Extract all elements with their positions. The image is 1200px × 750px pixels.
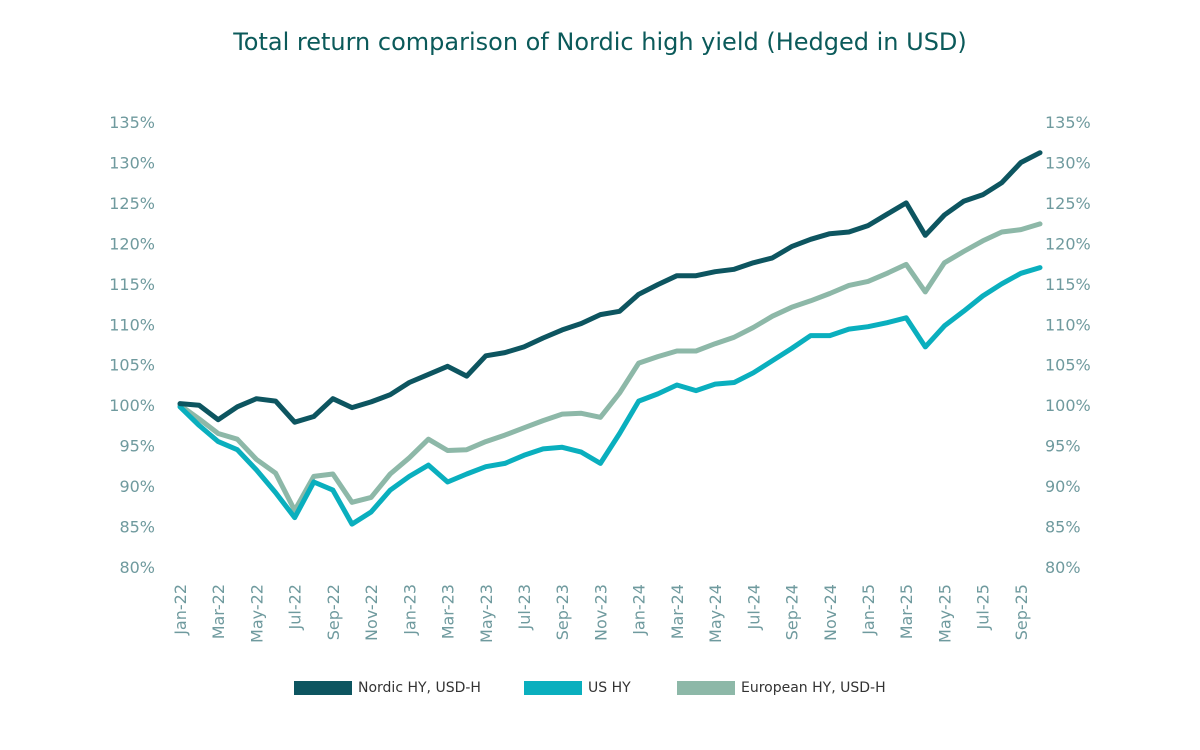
y-tick-left-10: 130% (109, 153, 155, 172)
series-line-european-hy-usd-h (177, 221, 1043, 513)
legend-swatch-us-hy (524, 681, 582, 695)
x-tick-22: Sep-25 (1012, 584, 1031, 640)
x-tick-19: Mar-25 (897, 584, 916, 639)
chart-title: Total return comparison of Nordic high y… (233, 28, 967, 56)
x-tick-9: Jul-23 (515, 584, 534, 630)
x-axis-ticks: Jan-22 Mar-22 May-22 Jul-22 Sep-22 Nov-22 Jan-… (171, 584, 1031, 643)
y-tick-right-9: 125% (1045, 194, 1091, 213)
y-tick-right-10: 130% (1045, 153, 1091, 172)
y-tick-left-2: 90% (119, 477, 155, 496)
x-tick-2: May-22 (247, 584, 266, 643)
x-tick-6: Jan-23 (400, 584, 419, 636)
x-tick-3: Jul-22 (286, 584, 305, 630)
y-tick-right-3: 95% (1045, 437, 1081, 456)
legend-item-nordic-hy: Nordic HY, USD-H (294, 680, 481, 696)
x-tick-8: May-23 (477, 584, 496, 643)
y-tick-left-9: 125% (109, 194, 155, 213)
series-lines (177, 150, 1043, 527)
x-tick-17: Nov-24 (821, 584, 840, 641)
y-tick-left-8: 120% (109, 234, 155, 253)
x-tick-10: Sep-23 (553, 584, 572, 640)
series-line-us-hy (177, 265, 1043, 527)
x-tick-16: Sep-24 (783, 584, 802, 640)
series-line-nordic-hy-usd-h (177, 150, 1043, 425)
x-tick-14: May-24 (706, 584, 725, 643)
y-tick-left-6: 110% (109, 315, 155, 334)
x-tick-12: Jan-24 (630, 584, 649, 636)
legend-swatch-european-hy (677, 681, 735, 695)
y-tick-left-0: 80% (119, 558, 155, 577)
y-tick-left-3: 95% (119, 437, 155, 456)
legend-label-nordic-hy: Nordic HY, USD-H (358, 680, 481, 696)
y-tick-left-11: 135% (109, 113, 155, 132)
y-axis-right-ticks: 80% 85% 90% 95% 100% 105% 110% 115% 120% 125% 130%… (1045, 113, 1091, 577)
y-tick-right-8: 120% (1045, 234, 1091, 253)
y-tick-right-7: 115% (1045, 275, 1091, 294)
legend-swatch-nordic-hy (294, 681, 352, 695)
legend-item-us-hy: US HY (524, 680, 631, 696)
y-tick-left-4: 100% (109, 396, 155, 415)
y-tick-right-1: 85% (1045, 518, 1081, 537)
x-tick-5: Nov-22 (362, 584, 381, 641)
legend: Nordic HY, USD-H US HY European HY, USD-… (0, 680, 1200, 706)
y-tick-right-0: 80% (1045, 558, 1081, 577)
x-tick-0: Jan-22 (171, 584, 190, 636)
x-tick-11: Nov-23 (591, 584, 610, 641)
x-tick-4: Sep-22 (324, 584, 343, 640)
y-axis-left-ticks: 80% 85% 90% 95% 100% 105% 110% 115% 120% 125% 130%… (109, 113, 155, 577)
x-tick-13: Mar-24 (668, 584, 687, 639)
x-tick-20: May-25 (935, 584, 954, 643)
x-tick-7: Mar-23 (439, 584, 458, 639)
y-tick-left-5: 105% (109, 356, 155, 375)
x-tick-21: Jul-25 (974, 584, 993, 630)
y-tick-right-6: 110% (1045, 315, 1091, 334)
legend-item-european-hy: European HY, USD-H (677, 680, 886, 696)
legend-label-us-hy: US HY (588, 680, 631, 696)
x-tick-15: Jul-24 (744, 584, 763, 630)
x-tick-18: Jan-25 (859, 584, 878, 636)
y-tick-left-7: 115% (109, 275, 155, 294)
y-tick-right-5: 105% (1045, 356, 1091, 375)
legend-label-european-hy: European HY, USD-H (741, 680, 886, 696)
y-tick-right-4: 100% (1045, 396, 1091, 415)
y-tick-right-2: 90% (1045, 477, 1081, 496)
y-tick-left-1: 85% (119, 518, 155, 537)
x-tick-1: Mar-22 (209, 584, 228, 639)
y-tick-right-11: 135% (1045, 113, 1091, 132)
